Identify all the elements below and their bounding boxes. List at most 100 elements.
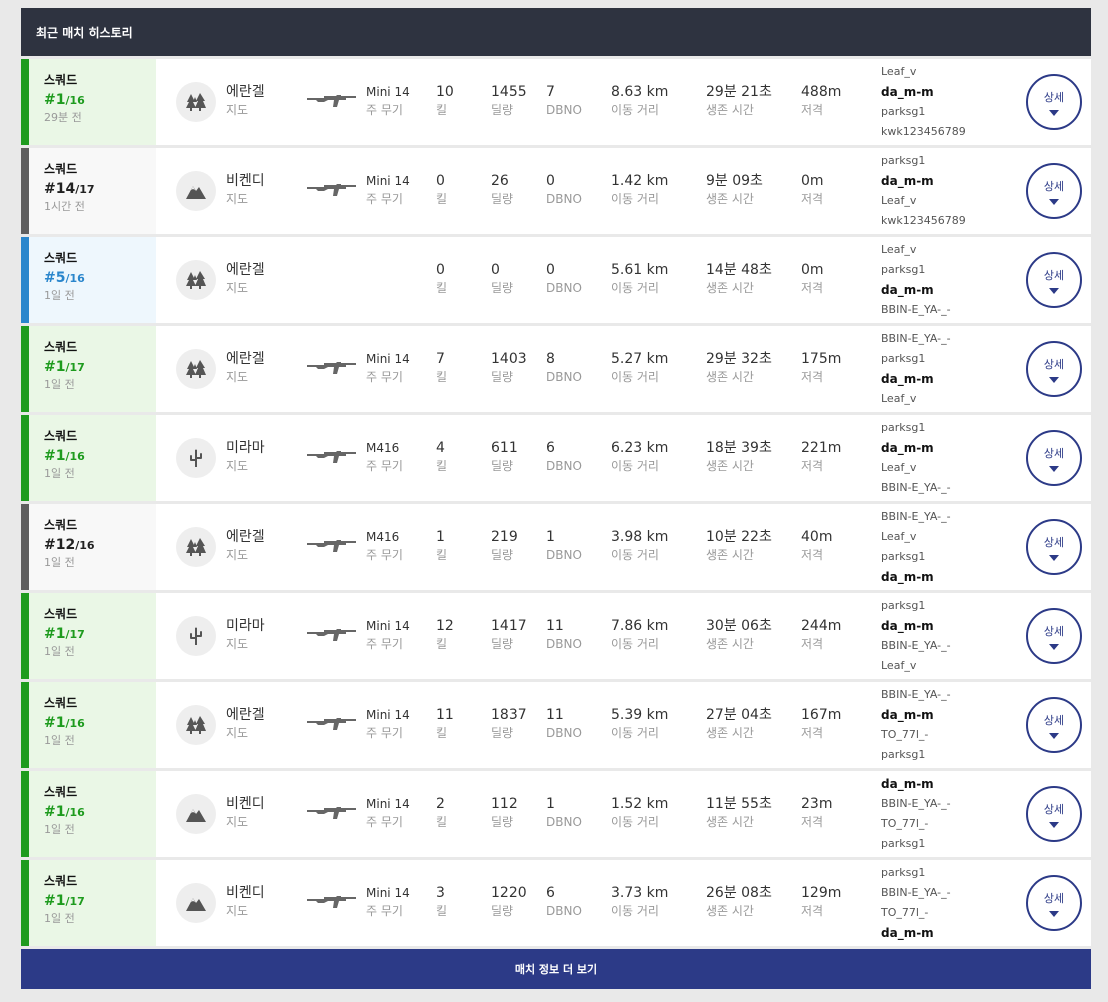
team-member[interactable]: parksg1 bbox=[881, 263, 926, 276]
survival-cell: 18분 39초 생존 시간 bbox=[706, 439, 772, 474]
team-member[interactable]: da_m-m bbox=[881, 619, 934, 633]
dbno-label: DBNO bbox=[546, 548, 582, 562]
team-member[interactable]: parksg1 bbox=[881, 866, 926, 879]
detail-button[interactable]: 상세 bbox=[1026, 430, 1082, 486]
team-member[interactable]: da_m-m bbox=[881, 174, 934, 188]
weapon-name: Mini 14 bbox=[366, 797, 410, 811]
team-member[interactable]: Leaf_v bbox=[881, 530, 917, 543]
survival-cell: 30분 06초 생존 시간 bbox=[706, 617, 772, 652]
team-member[interactable]: kwk123456789 bbox=[881, 125, 966, 138]
team-member[interactable]: parksg1 bbox=[881, 748, 926, 761]
map-label: 지도 bbox=[226, 192, 249, 206]
distance-value: 7.86 km bbox=[611, 618, 669, 634]
team-member[interactable]: da_m-m bbox=[881, 570, 934, 584]
team-member[interactable]: da_m-m bbox=[881, 777, 934, 791]
snipe-cell: 167m 저격 bbox=[801, 706, 841, 741]
team-member[interactable]: da_m-m bbox=[881, 708, 934, 722]
team-member[interactable]: Leaf_v bbox=[881, 392, 917, 405]
weapon-label: 주 무기 bbox=[366, 637, 403, 651]
team-member[interactable]: da_m-m bbox=[881, 283, 934, 297]
match-rank: #5/16 bbox=[44, 270, 156, 286]
rank-value: #1 bbox=[44, 804, 66, 820]
team-member[interactable]: TO_77l_- bbox=[881, 728, 929, 741]
match-mode: 스쿼드 bbox=[44, 340, 78, 354]
dbno-label: DBNO bbox=[546, 726, 582, 740]
map-cell: 미라마 지도 bbox=[226, 617, 265, 652]
damage-label: 딜량 bbox=[491, 192, 514, 206]
team-member[interactable]: da_m-m bbox=[881, 926, 934, 940]
load-more-button[interactable]: 매치 정보 더 보기 bbox=[21, 949, 1091, 989]
team-member[interactable]: parksg1 bbox=[881, 154, 926, 167]
detail-button[interactable]: 상세 bbox=[1026, 875, 1082, 931]
team-member[interactable]: Leaf_v bbox=[881, 659, 917, 672]
rank-value: #1 bbox=[44, 715, 66, 731]
damage-cell: 1455 딜량 bbox=[491, 83, 527, 118]
snipe-label: 저격 bbox=[801, 548, 824, 562]
dbno-label: DBNO bbox=[546, 637, 582, 651]
snipe-value: 221m bbox=[801, 440, 842, 456]
map-icon bbox=[176, 260, 216, 300]
match-mode: 스쿼드 bbox=[44, 607, 78, 621]
team-member[interactable]: BBIN-E_YA-_- bbox=[881, 510, 951, 523]
team-member[interactable]: parksg1 bbox=[881, 599, 926, 612]
weapon-label: 주 무기 bbox=[366, 192, 403, 206]
distance-value: 8.63 km bbox=[611, 84, 669, 100]
team-list: BBIN-E_YA-_- da_m-m TO_77l_- parksg1 bbox=[881, 685, 951, 765]
survival-cell: 29분 32초 생존 시간 bbox=[706, 350, 772, 385]
damage-value: 1220 bbox=[491, 885, 527, 901]
weapon-cell: Mini 14 주 무기 bbox=[366, 617, 410, 652]
map-icon bbox=[176, 438, 216, 478]
team-member[interactable]: da_m-m bbox=[881, 372, 934, 386]
rank-box: 스쿼드 #1/16 29분 전 bbox=[21, 59, 156, 145]
kills-value: 3 bbox=[436, 885, 445, 901]
snipe-label: 저격 bbox=[801, 281, 824, 295]
detail-button[interactable]: 상세 bbox=[1026, 341, 1082, 397]
detail-button[interactable]: 상세 bbox=[1026, 519, 1082, 575]
weapon-name: Mini 14 bbox=[366, 886, 410, 900]
team-member[interactable]: BBIN-E_YA-_- bbox=[881, 639, 951, 652]
team-member[interactable]: BBIN-E_YA-_- bbox=[881, 332, 951, 345]
team-member[interactable]: BBIN-E_YA-_- bbox=[881, 303, 951, 316]
team-list: parksg1 da_m-m BBIN-E_YA-_- Leaf_v bbox=[881, 596, 951, 676]
team-member[interactable]: BBIN-E_YA-_- bbox=[881, 688, 951, 701]
distance-value: 5.61 km bbox=[611, 262, 669, 278]
kills-value: 12 bbox=[436, 618, 454, 634]
dbno-value: 7 bbox=[546, 84, 555, 100]
rank-total: /17 bbox=[65, 628, 85, 641]
detail-button[interactable]: 상세 bbox=[1026, 74, 1082, 130]
distance-label: 이동 거리 bbox=[611, 459, 659, 473]
team-member[interactable]: parksg1 bbox=[881, 421, 926, 434]
detail-button[interactable]: 상세 bbox=[1026, 608, 1082, 664]
kills-value: 4 bbox=[436, 440, 445, 456]
team-member[interactable]: parksg1 bbox=[881, 105, 926, 118]
team-member[interactable]: Leaf_v bbox=[881, 65, 917, 78]
team-member[interactable]: BBIN-E_YA-_- bbox=[881, 886, 951, 899]
weapon-cell: Mini 14 주 무기 bbox=[366, 884, 410, 919]
team-member[interactable]: BBIN-E_YA-_- bbox=[881, 797, 951, 810]
team-member[interactable]: Leaf_v bbox=[881, 461, 917, 474]
distance-cell: 6.23 km 이동 거리 bbox=[611, 439, 668, 474]
chevron-down-icon bbox=[1049, 465, 1059, 472]
team-member[interactable]: parksg1 bbox=[881, 352, 926, 365]
survival-value: 26분 08초 bbox=[706, 885, 772, 901]
weapon-cell: M416 주 무기 bbox=[366, 528, 403, 563]
team-member[interactable]: Leaf_v bbox=[881, 194, 917, 207]
damage-value: 0 bbox=[491, 262, 500, 278]
detail-button[interactable]: 상세 bbox=[1026, 163, 1082, 219]
match-list: 스쿼드 #1/16 29분 전 에란겔 지도 Mini 14 주 무기 10 킬… bbox=[21, 59, 1091, 946]
team-member[interactable]: da_m-m bbox=[881, 85, 934, 99]
team-member[interactable]: TO_77l_- bbox=[881, 817, 929, 830]
detail-button[interactable]: 상세 bbox=[1026, 252, 1082, 308]
detail-button[interactable]: 상세 bbox=[1026, 697, 1082, 753]
team-member[interactable]: Leaf_v bbox=[881, 243, 917, 256]
team-member[interactable]: BBIN-E_YA-_- bbox=[881, 481, 951, 494]
team-member[interactable]: kwk123456789 bbox=[881, 214, 966, 227]
map-name: 비켄디 bbox=[226, 885, 265, 901]
team-member[interactable]: parksg1 bbox=[881, 550, 926, 563]
detail-button[interactable]: 상세 bbox=[1026, 786, 1082, 842]
team-member[interactable]: da_m-m bbox=[881, 441, 934, 455]
team-member[interactable]: parksg1 bbox=[881, 837, 926, 850]
rank-total: /17 bbox=[65, 361, 85, 374]
detail-label: 상세 bbox=[1043, 268, 1065, 282]
team-member[interactable]: TO_77l_- bbox=[881, 906, 929, 919]
